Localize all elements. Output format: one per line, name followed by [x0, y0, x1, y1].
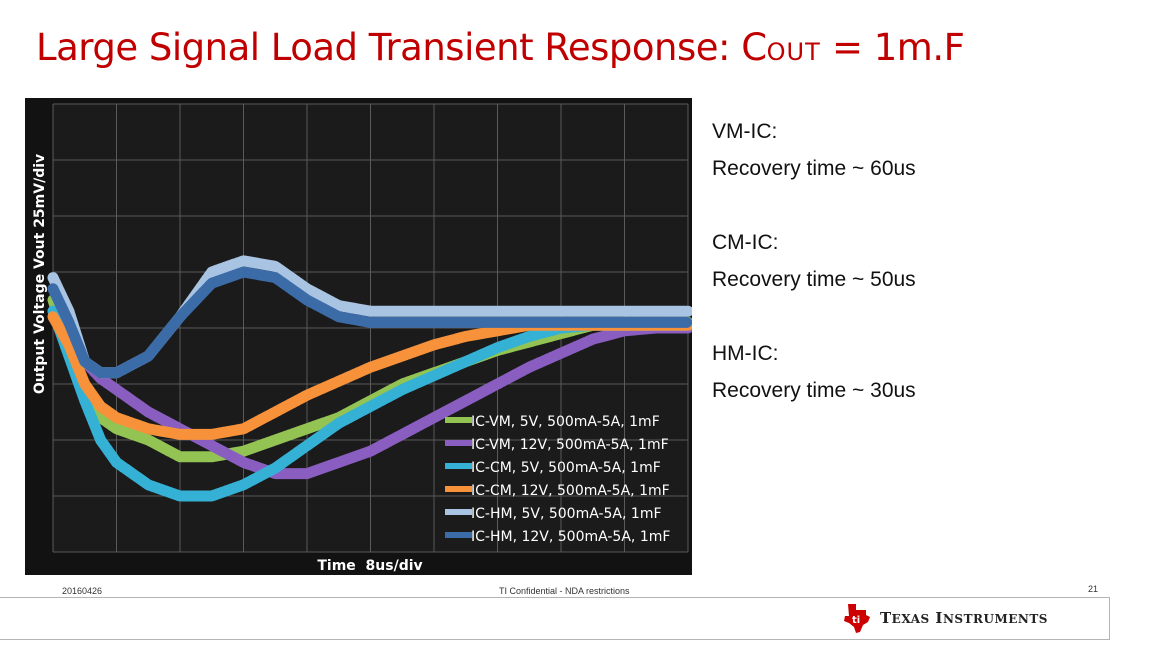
note-vm-detail: Recovery time ~ 60us	[712, 157, 916, 180]
legend-label-6: IC-HM, 12V, 500mA-5A, 1mF	[471, 529, 670, 545]
note-vm-name: VM-IC:	[712, 120, 778, 143]
chart-svg: IC-VM, 5V, 500mA-5A, 1mF IC-VM, 12V, 500m…	[32, 103, 694, 574]
legend-label-1: IC-VM, 5V, 500mA-5A, 1mF	[471, 414, 660, 430]
note-hm: HM-IC: Recovery time ~ 30us	[712, 340, 1132, 451]
transient-chart: IC-VM, 5V, 500mA-5A, 1mF IC-VM, 12V, 500m…	[25, 98, 694, 575]
note-cm-name: CM-IC:	[712, 231, 779, 254]
title-subscript: OUT	[766, 38, 821, 66]
legend-label-3: IC-CM, 5V, 500mA-5A, 1mF	[471, 460, 661, 476]
ti-logo-text: TEXAS INSTRUMENTS	[880, 609, 1048, 627]
note-vm: VM-IC: Recovery time ~ 60us	[712, 118, 1132, 229]
slide-footer: 20160426 TI Confidential - NDA restricti…	[0, 580, 1152, 648]
footer-confidential: TI Confidential - NDA restrictions	[499, 586, 630, 596]
svg-text:ti: ti	[852, 615, 860, 626]
legend-label-2: IC-VM, 12V, 500mA-5A, 1mF	[471, 437, 669, 453]
note-cm-detail: Recovery time ~ 50us	[712, 268, 916, 291]
page-number: 21	[1088, 584, 1099, 594]
note-cm: CM-IC: Recovery time ~ 50us	[712, 229, 1132, 340]
note-hm-detail: Recovery time ~ 30us	[712, 379, 916, 402]
title-main: Large Signal Load Transient Response: C	[36, 26, 767, 69]
title-tail: = 1m.F	[820, 26, 965, 69]
ti-state-icon: ti	[844, 604, 870, 633]
recovery-notes: VM-IC: Recovery time ~ 60us CM-IC: Recov…	[712, 118, 1132, 451]
slide-title: Large Signal Load Transient Response: CO…	[36, 26, 965, 69]
series-line-2	[47, 305, 694, 480]
y-axis-label: Output Voltage Vout 25mV/div	[32, 154, 48, 394]
legend-label-5: IC-HM, 5V, 500mA-5A, 1mF	[471, 506, 662, 522]
x-axis-label: Time 8us/div	[317, 558, 422, 574]
footer-frame	[0, 597, 1110, 640]
legend-label-4: IC-CM, 12V, 500mA-5A, 1mF	[471, 483, 670, 499]
series-line-6	[47, 266, 694, 379]
footer-date: 20160426	[62, 586, 103, 596]
ti-logo: ti TEXAS INSTRUMENTS	[842, 601, 1048, 635]
note-hm-name: HM-IC:	[712, 342, 779, 365]
